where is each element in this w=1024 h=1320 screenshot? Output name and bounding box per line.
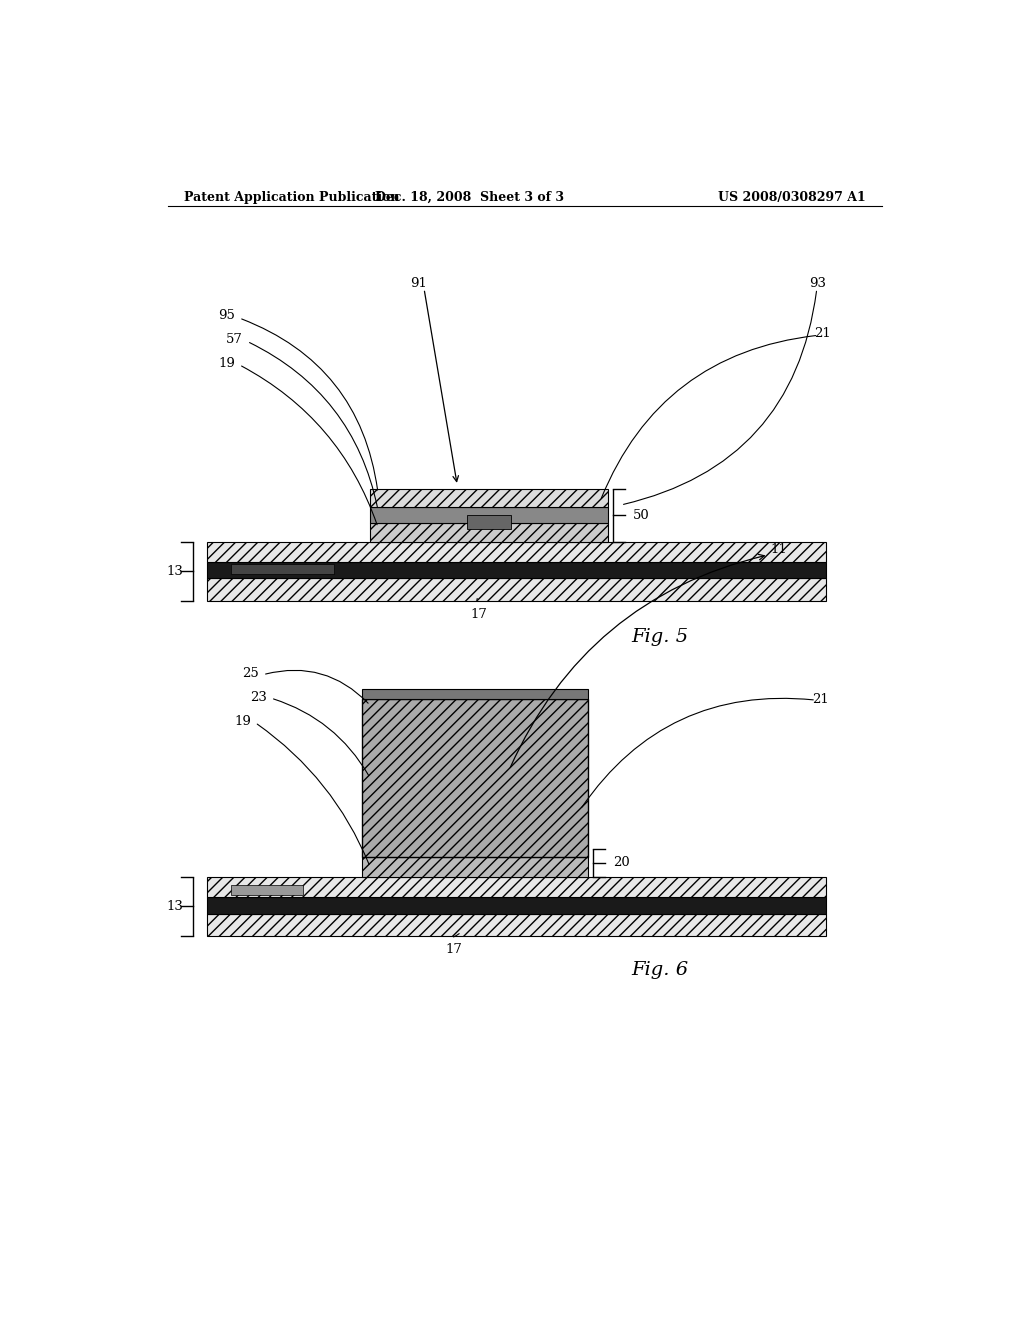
Text: 91: 91 — [410, 277, 427, 290]
Bar — [207, 562, 826, 578]
Bar — [207, 541, 826, 562]
Text: 19: 19 — [218, 358, 236, 370]
Text: 11: 11 — [771, 544, 787, 556]
Bar — [207, 876, 826, 898]
Text: 25: 25 — [243, 667, 259, 680]
Bar — [370, 488, 608, 507]
Bar — [207, 898, 826, 913]
Bar — [231, 886, 303, 895]
Bar — [362, 689, 588, 700]
Text: 13: 13 — [167, 900, 183, 913]
Text: 23: 23 — [250, 690, 267, 704]
Text: 95: 95 — [218, 309, 236, 322]
Text: 19: 19 — [234, 715, 251, 729]
Text: Fig. 5: Fig. 5 — [631, 628, 688, 645]
Text: 17: 17 — [445, 942, 462, 956]
Text: 57: 57 — [226, 333, 243, 346]
Text: 21: 21 — [814, 327, 831, 339]
Text: 20: 20 — [613, 857, 630, 870]
Text: 50: 50 — [633, 508, 649, 521]
Text: 21: 21 — [812, 693, 828, 706]
Text: 93: 93 — [809, 277, 826, 290]
Bar — [362, 700, 588, 857]
Bar — [207, 578, 826, 601]
Text: Patent Application Publication: Patent Application Publication — [183, 191, 399, 203]
Text: 13: 13 — [167, 565, 183, 578]
Text: Fig. 6: Fig. 6 — [631, 961, 688, 979]
Bar — [370, 507, 608, 523]
Bar — [207, 913, 826, 936]
Bar — [231, 564, 334, 574]
Text: Dec. 18, 2008  Sheet 3 of 3: Dec. 18, 2008 Sheet 3 of 3 — [375, 191, 564, 203]
Bar — [362, 857, 588, 876]
Text: 17: 17 — [471, 607, 487, 620]
Bar — [467, 515, 511, 529]
Text: US 2008/0308297 A1: US 2008/0308297 A1 — [718, 191, 866, 203]
Bar — [370, 523, 608, 541]
